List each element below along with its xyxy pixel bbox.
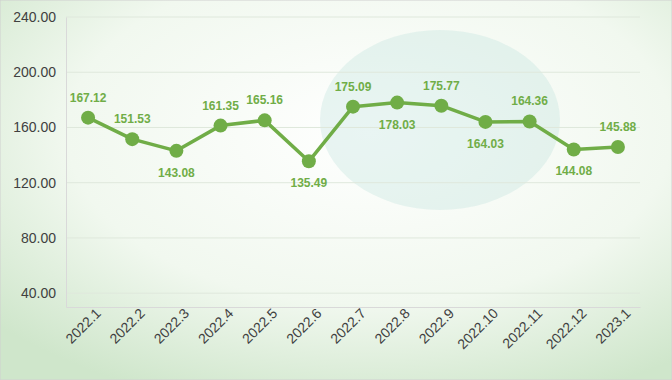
x-tick: 2022.8: [371, 305, 413, 347]
x-tick: 2023.1: [592, 305, 634, 347]
marker: [302, 154, 316, 168]
marker: [390, 96, 404, 110]
y-tick: 80.00: [21, 230, 66, 246]
x-tick: 2022.7: [327, 305, 369, 347]
marker: [346, 100, 360, 114]
data-label: 175.77: [423, 79, 460, 93]
data-label: 143.08: [158, 166, 195, 180]
x-tick-label: 2023.1: [592, 305, 634, 347]
y-tick: 120.00: [13, 175, 66, 191]
y-tick-label: 160.00: [13, 119, 56, 135]
data-label: 161.35: [202, 99, 239, 113]
marker: [81, 111, 95, 125]
background: [0, 0, 672, 380]
y-axis: 40.00 80.00 120.00 160.00 200.00 240.00: [13, 9, 66, 308]
y-tick-label: 80.00: [21, 230, 56, 246]
marker: [434, 99, 448, 113]
marker: [258, 113, 272, 127]
x-tick-label: 2022.3: [151, 305, 193, 347]
x-tick-label: 2022.4: [195, 305, 237, 347]
data-label: 135.49: [290, 176, 327, 190]
data-label: 164.03: [467, 137, 504, 151]
y-tick: 160.00: [13, 119, 66, 135]
marker: [567, 142, 581, 156]
x-tick: 2022.2: [106, 305, 148, 347]
x-tick: 2022.4: [195, 305, 237, 347]
x-tick-label: 2022.10: [454, 305, 501, 352]
data-label: 144.08: [555, 164, 592, 178]
x-tick-label: 2022.5: [239, 305, 281, 347]
y-tick: 200.00: [13, 64, 66, 80]
x-tick: 2022.1: [62, 305, 104, 347]
x-tick: 2022.10: [454, 305, 501, 352]
grid-line: [66, 17, 640, 18]
x-tick-label: 2022.11: [499, 305, 546, 352]
data-labels: 167.12 151.53 143.08 161.35 165.16 135.49 175.…: [70, 79, 637, 191]
grid-line: [66, 72, 640, 73]
data-label: 164.36: [511, 94, 548, 108]
chart: 40.00 80.00 120.00 160.00 200.00 240.00 2022.1…: [0, 0, 672, 380]
marker: [611, 140, 625, 154]
data-label: 165.16: [246, 93, 283, 107]
grid-line: [66, 127, 640, 128]
y-tick-label: 40.00: [21, 285, 56, 301]
x-tick: 2022.9: [415, 305, 457, 347]
x-tick: 2022.12: [542, 305, 589, 352]
grid-line: [66, 237, 640, 238]
y-tick: 240.00: [13, 9, 66, 25]
grid-line: [66, 182, 640, 183]
y-tick-label: 240.00: [13, 9, 56, 25]
x-tick-label: 2022.9: [415, 305, 457, 347]
data-label: 178.03: [379, 118, 416, 132]
x-tick-label: 2022.8: [371, 305, 413, 347]
y-axis-line: [66, 18, 67, 308]
y-tick: 40.00: [21, 285, 66, 301]
marker: [169, 144, 183, 158]
marker: [523, 114, 537, 128]
y-tick-label: 120.00: [13, 175, 56, 191]
data-label: 175.09: [335, 80, 372, 94]
x-tick: 2022.6: [283, 305, 325, 347]
marker: [125, 132, 139, 146]
grid-line: [66, 293, 640, 294]
x-tick: 2022.5: [239, 305, 281, 347]
x-tick: 2022.11: [499, 305, 546, 352]
marker: [478, 115, 492, 129]
marker: [214, 119, 228, 133]
data-label: 151.53: [114, 112, 151, 126]
data-label: 167.12: [70, 91, 107, 105]
x-tick-label: 2022.2: [106, 305, 148, 347]
x-tick-label: 2022.1: [62, 305, 104, 347]
x-axis: 2022.12022.22022.32022.42022.52022.62022…: [62, 305, 640, 352]
data-label: 145.88: [600, 120, 637, 134]
x-tick-label: 2022.7: [327, 305, 369, 347]
y-tick-label: 200.00: [13, 64, 56, 80]
x-tick: 2022.3: [151, 305, 193, 347]
x-tick-label: 2022.12: [542, 305, 589, 352]
x-tick-label: 2022.6: [283, 305, 325, 347]
